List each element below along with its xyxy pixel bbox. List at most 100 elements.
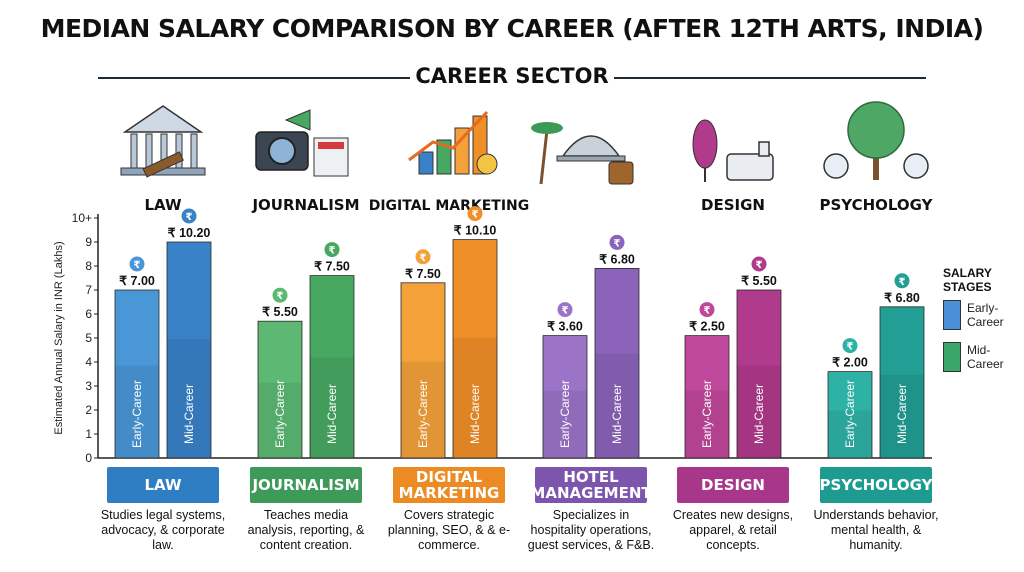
category-description: Creates new designs, apparel, & retail c… bbox=[672, 508, 794, 552]
rupee-icon: ₹ bbox=[186, 212, 193, 223]
category-header: DIGITAL MARKETING bbox=[369, 198, 530, 214]
bar-shade bbox=[310, 357, 354, 458]
bar-shade bbox=[258, 382, 302, 458]
rupee-badge bbox=[272, 287, 288, 303]
category-description: Specializes in hospitality operations, g… bbox=[527, 508, 655, 552]
bar-shade bbox=[880, 374, 924, 458]
y-axis-label: Estimated Annual Salary in INR (Lakhs) bbox=[53, 241, 65, 434]
growth-bar bbox=[436, 139, 452, 175]
gavel-shape bbox=[142, 151, 184, 178]
rupee-badge bbox=[699, 302, 715, 318]
bar-mid bbox=[594, 267, 640, 459]
bar-inner-label: Early-Career bbox=[273, 380, 287, 448]
y-tick-label: 7 bbox=[85, 283, 92, 297]
rupee-badge bbox=[415, 249, 431, 265]
bar-shade bbox=[167, 339, 211, 458]
data-label-early: ₹ 2.00 bbox=[832, 356, 868, 370]
growth-bar bbox=[454, 127, 470, 175]
cloche-shape bbox=[561, 135, 621, 157]
megaphone-shape bbox=[284, 109, 311, 131]
rupee-icon: ₹ bbox=[134, 260, 141, 271]
y-tick-label: 1 bbox=[85, 427, 92, 441]
chart-title: MEDIAN SALARY COMPARISON BY CAREER (AFTE… bbox=[40, 14, 984, 43]
bar-mid bbox=[309, 275, 355, 459]
category-description: Teaches media analysis, reporting, & con… bbox=[247, 508, 365, 552]
rupee-icon: ₹ bbox=[756, 260, 763, 271]
bar-inner-label: Mid-Career bbox=[468, 384, 482, 444]
data-label-mid: ₹ 10.10 bbox=[454, 224, 497, 238]
coin-icon bbox=[476, 153, 498, 175]
rupee-icon: ₹ bbox=[420, 253, 427, 264]
bar-early bbox=[542, 335, 588, 459]
rupee-icon: ₹ bbox=[329, 246, 336, 257]
bar-early bbox=[827, 371, 873, 459]
category-banner: DESIGN bbox=[677, 467, 789, 503]
category-description: Covers strategic planning, SEO, & & e-co… bbox=[387, 508, 511, 552]
sector-label: CAREER SECTOR bbox=[415, 64, 609, 88]
bar-shade bbox=[543, 390, 587, 458]
category-banner: PSYCHOLOGY bbox=[819, 467, 933, 503]
bar-shade bbox=[828, 410, 872, 458]
mannequin-icon bbox=[692, 119, 774, 182]
growth-bar bbox=[418, 151, 434, 175]
bar-mid bbox=[452, 239, 498, 459]
rupee-icon: ₹ bbox=[277, 291, 284, 302]
category-description: Studies legal systems, advocacy, & corpo… bbox=[100, 508, 226, 552]
rupee-icon: ₹ bbox=[704, 306, 711, 317]
data-label-early: ₹ 5.50 bbox=[262, 305, 298, 319]
growth-chart-icon bbox=[408, 110, 498, 175]
bar-shade bbox=[115, 365, 159, 458]
press-badge bbox=[318, 142, 344, 149]
pillar-shape bbox=[190, 133, 198, 169]
bar-inner-label: Mid-Career bbox=[325, 384, 339, 444]
bar-inner-label: Early-Career bbox=[843, 380, 857, 448]
data-label-mid: ₹ 6.80 bbox=[884, 291, 920, 305]
bar-mid bbox=[879, 306, 925, 459]
data-label-mid: ₹ 5.50 bbox=[741, 274, 777, 288]
data-label-early: ₹ 7.00 bbox=[119, 274, 155, 288]
rupee-icon: ₹ bbox=[472, 210, 479, 221]
bar-shade bbox=[401, 361, 445, 458]
legend-item-early: Early-Career bbox=[943, 300, 1023, 332]
y-tick-label: 2 bbox=[85, 403, 92, 417]
camera-icon bbox=[255, 109, 349, 177]
divider-left bbox=[98, 77, 410, 79]
bar-shade bbox=[595, 353, 639, 458]
category-header: PSYCHOLOGY bbox=[819, 196, 933, 214]
bar-shade bbox=[685, 390, 729, 458]
tree-icon bbox=[823, 101, 929, 180]
rupee-badge bbox=[129, 256, 145, 272]
rupee-badge bbox=[324, 242, 340, 258]
legend-label-mid: Mid-Career bbox=[967, 343, 1004, 371]
bar-early bbox=[684, 335, 730, 459]
rupee-icon: ₹ bbox=[899, 277, 906, 288]
rupee-badge bbox=[467, 206, 483, 222]
category-banner: LAW bbox=[107, 467, 219, 503]
tray-shape bbox=[556, 155, 626, 162]
y-tick-label: 6 bbox=[85, 307, 92, 321]
legend-title: SALARY STAGES bbox=[943, 266, 992, 294]
bar-inner-label: Mid-Career bbox=[895, 384, 909, 444]
trend-arrow bbox=[408, 110, 489, 162]
rupee-badge bbox=[609, 234, 625, 250]
tree-canopy bbox=[847, 101, 905, 159]
mannequin-shape bbox=[692, 119, 718, 169]
y-tick-label: 4 bbox=[85, 355, 92, 369]
bar-mid bbox=[736, 289, 782, 459]
sewing-arm bbox=[758, 141, 770, 157]
data-label-early: ₹ 2.50 bbox=[689, 320, 725, 334]
bar-shade bbox=[453, 337, 497, 458]
bar-early bbox=[114, 289, 160, 459]
data-label-mid: ₹ 10.20 bbox=[168, 226, 211, 240]
rupee-icon: ₹ bbox=[562, 306, 569, 317]
bar-inner-label: Early-Career bbox=[700, 380, 714, 448]
y-tick-label: 10+ bbox=[72, 211, 92, 225]
hospitality-icon bbox=[531, 122, 634, 185]
bar-mid bbox=[166, 241, 212, 459]
dial-icon bbox=[903, 153, 929, 179]
category-header: JOURNALISM bbox=[251, 196, 359, 214]
suitcase-shape bbox=[608, 161, 634, 185]
courthouse-icon bbox=[120, 105, 206, 178]
data-label-early: ₹ 3.60 bbox=[547, 320, 583, 334]
